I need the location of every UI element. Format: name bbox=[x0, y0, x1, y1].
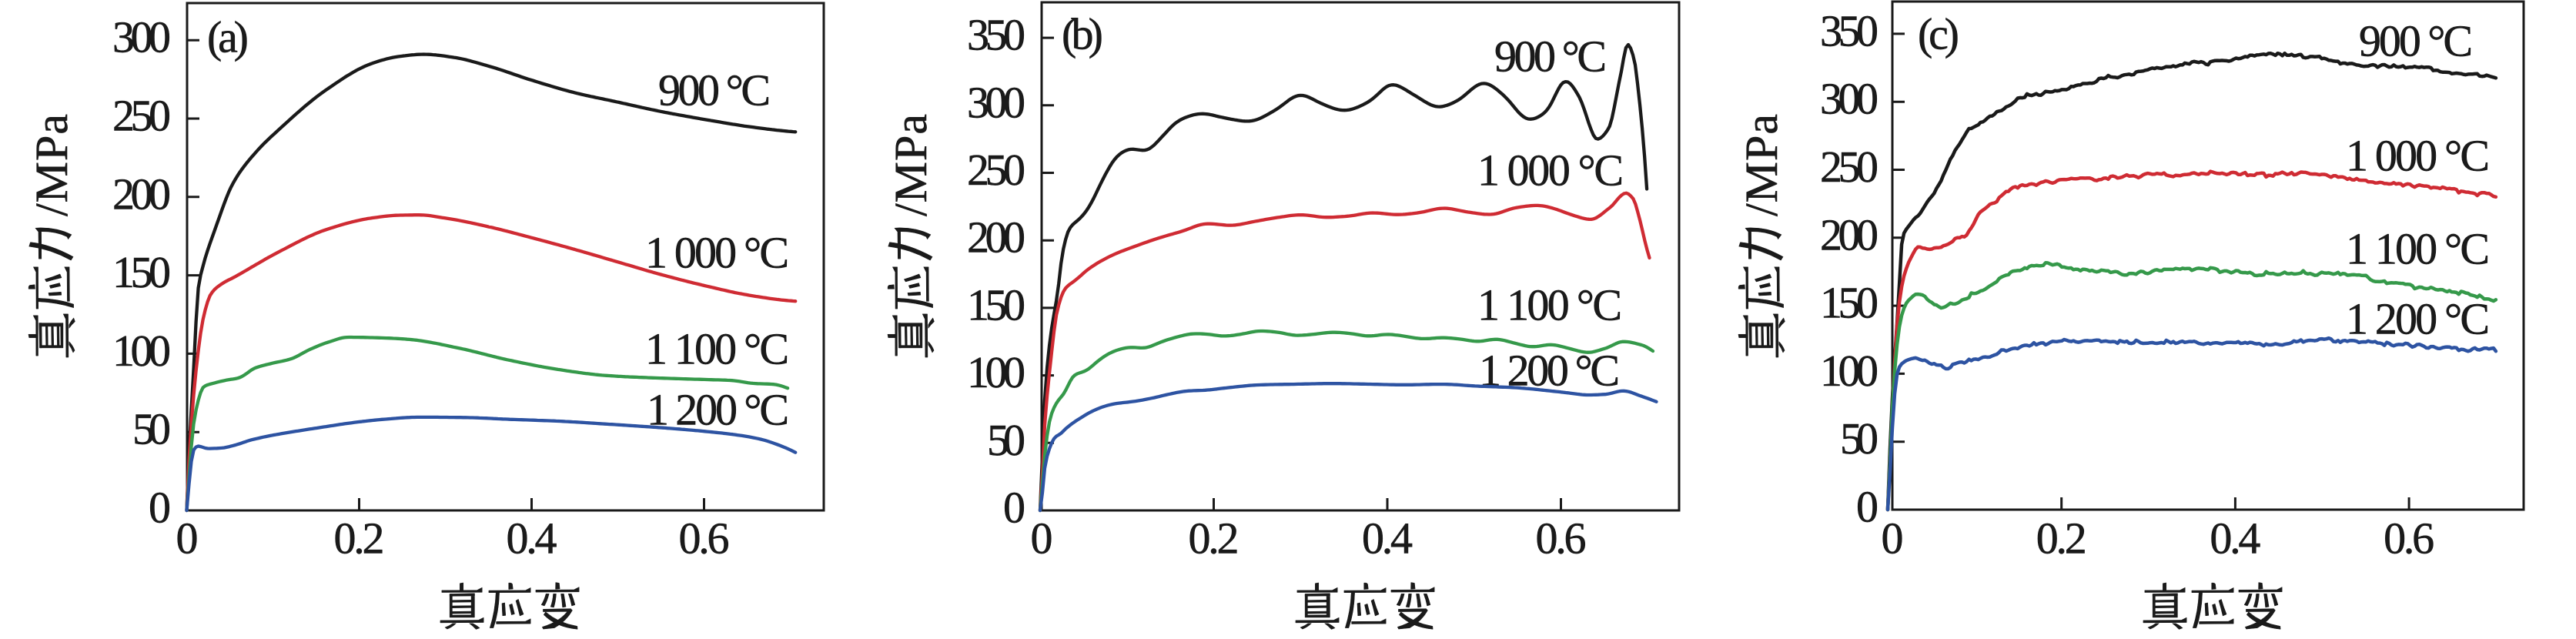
svg-text:150: 150 bbox=[112, 247, 171, 297]
svg-text:900 °C: 900 °C bbox=[2359, 16, 2473, 66]
svg-text:200: 200 bbox=[967, 212, 1025, 263]
svg-text:0.2: 0.2 bbox=[2036, 514, 2087, 564]
svg-text:900 °C: 900 °C bbox=[1494, 32, 1607, 82]
svg-text:350: 350 bbox=[1820, 5, 1878, 55]
svg-text:0.6: 0.6 bbox=[1536, 514, 1587, 564]
svg-text:0: 0 bbox=[1882, 514, 1904, 564]
svg-text:300: 300 bbox=[967, 77, 1025, 127]
svg-text:(a): (a) bbox=[207, 12, 249, 62]
svg-text:50: 50 bbox=[132, 404, 171, 454]
svg-text:1 200 °C: 1 200 °C bbox=[647, 385, 789, 435]
svg-text:/MPa: /MPa bbox=[26, 114, 77, 216]
svg-text:50: 50 bbox=[987, 415, 1025, 465]
svg-text:1 000 °C: 1 000 °C bbox=[645, 228, 789, 278]
svg-text:250: 250 bbox=[1820, 142, 1878, 192]
svg-text:100: 100 bbox=[112, 326, 171, 376]
svg-text:1 000 °C: 1 000 °C bbox=[2346, 131, 2490, 181]
svg-text:(b): (b) bbox=[1062, 9, 1103, 59]
svg-text:0.6: 0.6 bbox=[2384, 514, 2434, 564]
svg-text:250: 250 bbox=[967, 145, 1025, 195]
svg-text:0.4: 0.4 bbox=[507, 514, 557, 564]
svg-text:0: 0 bbox=[149, 483, 171, 533]
svg-text:1 000 °C: 1 000 °C bbox=[1477, 146, 1624, 196]
svg-text:900 °C: 900 °C bbox=[658, 65, 771, 115]
svg-text:0: 0 bbox=[1003, 483, 1025, 533]
svg-text:150: 150 bbox=[1820, 278, 1878, 328]
svg-text:0.6: 0.6 bbox=[679, 514, 730, 564]
svg-text:1 100 °C: 1 100 °C bbox=[1477, 280, 1622, 330]
svg-text:0: 0 bbox=[1856, 482, 1878, 532]
svg-text:300: 300 bbox=[1820, 74, 1878, 124]
svg-text:0.2: 0.2 bbox=[334, 514, 385, 564]
svg-text:300: 300 bbox=[112, 12, 171, 62]
svg-text:0.4: 0.4 bbox=[2210, 514, 2260, 564]
svg-text:250: 250 bbox=[112, 91, 171, 141]
svg-text:/MPa: /MPa bbox=[885, 114, 936, 216]
svg-text:0.4: 0.4 bbox=[1362, 514, 1413, 564]
svg-text:100: 100 bbox=[967, 347, 1025, 397]
svg-text:0: 0 bbox=[1031, 514, 1053, 564]
svg-text:150: 150 bbox=[967, 279, 1025, 330]
svg-text:1 100 °C: 1 100 °C bbox=[645, 324, 789, 374]
svg-text:200: 200 bbox=[112, 169, 171, 219]
svg-text:50: 50 bbox=[1840, 413, 1878, 463]
svg-text:0: 0 bbox=[176, 514, 199, 564]
svg-text:0.2: 0.2 bbox=[1189, 514, 1239, 564]
svg-text:1 100 °C: 1 100 °C bbox=[2346, 224, 2490, 274]
svg-text:(c): (c) bbox=[1918, 9, 1959, 59]
svg-text:100: 100 bbox=[1820, 346, 1878, 396]
svg-text:1 200 °C: 1 200 °C bbox=[2346, 294, 2490, 344]
svg-text:350: 350 bbox=[967, 10, 1025, 60]
svg-text:200: 200 bbox=[1820, 209, 1878, 259]
svg-text:/MPa: /MPa bbox=[1736, 114, 1787, 216]
